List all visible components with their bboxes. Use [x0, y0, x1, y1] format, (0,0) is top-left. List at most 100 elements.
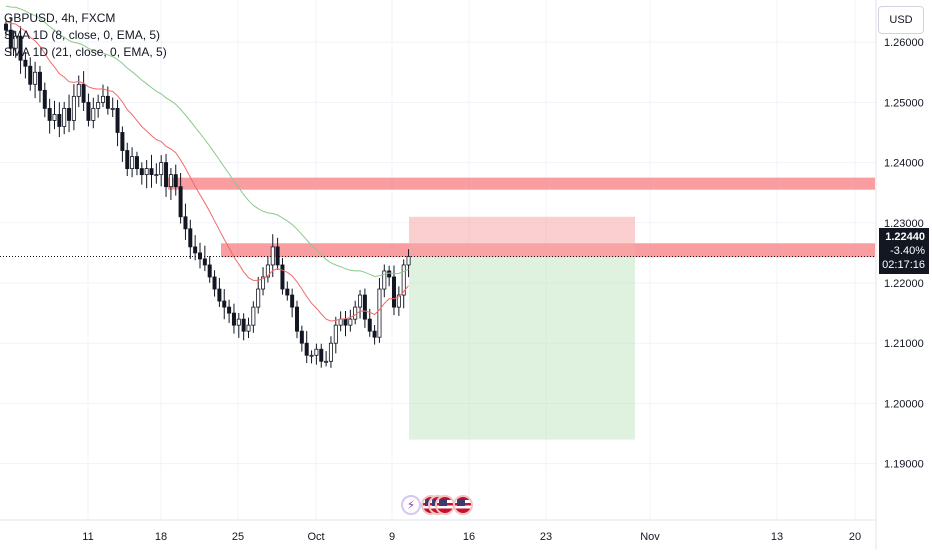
candle-body — [401, 264, 406, 296]
candle-body — [52, 114, 57, 121]
candle-body — [71, 95, 76, 121]
candle-body — [382, 270, 387, 290]
candle-body — [314, 348, 319, 356]
candle-body — [309, 354, 314, 357]
candle-body — [207, 264, 212, 278]
y-tick-label: 1.25000 — [884, 97, 924, 109]
candle-body — [396, 294, 401, 308]
x-tick-label: 9 — [389, 531, 395, 543]
candle-body — [304, 342, 309, 356]
candle-body — [193, 246, 198, 254]
candle-body — [377, 288, 382, 338]
candle-body — [144, 168, 149, 176]
y-tick-label: 1.24000 — [884, 158, 924, 170]
position-target-zone — [409, 256, 635, 440]
candle-body — [18, 35, 23, 61]
candle-body — [387, 270, 392, 278]
y-tick-label: 1.21000 — [884, 338, 924, 350]
candle-body — [115, 107, 120, 133]
candle-body — [188, 228, 193, 248]
candle-body — [202, 258, 207, 266]
candle-body — [319, 348, 324, 362]
candle-body — [13, 35, 18, 49]
y-tick-label: 1.26000 — [884, 37, 924, 49]
last-price-label: 1.22440 — [885, 231, 925, 243]
x-tick-label: 20 — [849, 531, 861, 543]
candle-body — [328, 342, 333, 362]
candle-body — [222, 300, 227, 308]
candle-body — [338, 318, 343, 326]
candle-body — [241, 318, 246, 332]
candle-body — [101, 95, 106, 103]
x-tick-label: 25 — [232, 531, 244, 543]
candle-body — [343, 318, 348, 326]
candle-body — [362, 294, 367, 320]
candle-body — [4, 23, 9, 31]
candle-body — [42, 89, 47, 109]
candle-body — [299, 330, 304, 344]
candle-body — [285, 288, 290, 296]
candle-body — [251, 306, 256, 326]
candle-body — [391, 276, 396, 308]
candle-body — [47, 107, 52, 121]
candle-body — [164, 162, 169, 188]
candle-body — [212, 276, 217, 290]
candle-body — [236, 318, 241, 326]
candle-body — [8, 29, 13, 49]
candle-body — [37, 71, 42, 91]
candle-body — [353, 306, 358, 320]
bar-countdown-label: 02:17:16 — [882, 259, 925, 271]
x-tick-label: 11 — [82, 531, 93, 543]
sma-slow-line — [5, 5, 409, 278]
candle-body — [183, 216, 188, 230]
candle-body — [62, 107, 67, 127]
candle-body — [76, 83, 81, 97]
lightning-icon[interactable]: ⚡ — [401, 495, 421, 515]
candle-body — [324, 360, 329, 363]
candle-body — [28, 65, 33, 85]
candle-body — [227, 306, 232, 314]
candle-body — [372, 330, 377, 338]
candle-body — [294, 306, 299, 332]
candle-body — [256, 288, 261, 308]
y-tick-label: 1.23000 — [884, 218, 924, 230]
us-flag-icon[interactable] — [453, 495, 473, 515]
candle-body — [91, 107, 96, 121]
x-tick-label: Oct — [307, 531, 324, 543]
candle-body — [270, 246, 275, 266]
candle-body — [246, 324, 251, 332]
currency-unit-button[interactable]: USD — [878, 6, 924, 34]
candle-body — [217, 288, 222, 302]
candle-body — [130, 156, 135, 170]
candle-body — [154, 174, 159, 177]
y-tick-label: 1.19000 — [884, 459, 924, 471]
candle-body — [197, 252, 202, 260]
candle-body — [231, 312, 236, 326]
candle-body — [290, 294, 295, 308]
candle-body — [110, 107, 115, 110]
candle-body — [275, 246, 280, 266]
candle-body — [81, 83, 86, 103]
candle-body — [358, 294, 363, 308]
candle-body — [134, 156, 139, 170]
candle-body — [105, 95, 110, 109]
candle-body — [367, 318, 372, 332]
candle-body — [173, 174, 178, 188]
candle-body — [120, 132, 125, 151]
candle-body — [280, 264, 285, 290]
candle-body — [159, 162, 164, 176]
y-tick-label: 1.22000 — [884, 278, 924, 290]
candle-body — [139, 168, 144, 176]
candle-body — [265, 264, 270, 278]
x-tick-label: Nov — [640, 531, 660, 543]
sma-fast-line — [5, 20, 409, 322]
x-tick-label: 16 — [463, 531, 475, 543]
candle-body — [57, 114, 62, 127]
candle-body — [149, 168, 154, 176]
economic-events-bar: ⚡ — [401, 495, 481, 517]
price-change-label: -3.40% — [890, 245, 925, 257]
candle-body — [67, 107, 72, 121]
us-flag-icon[interactable] — [435, 495, 455, 515]
